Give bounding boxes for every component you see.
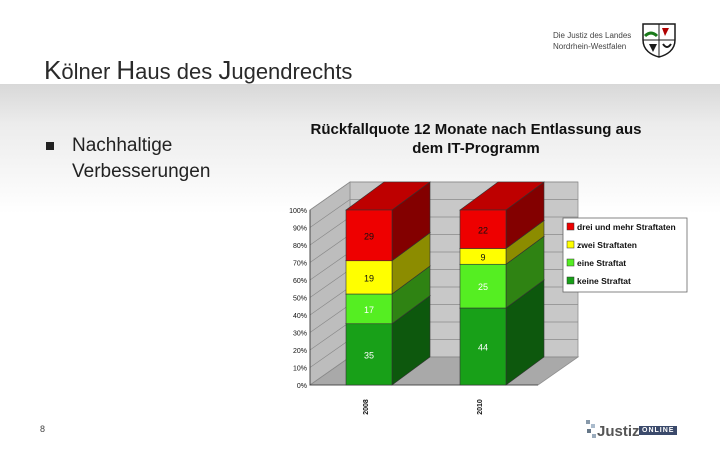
chart-title: Rückfallquote 12 Monate nach Entlassung …	[286, 120, 666, 158]
bar-segment-2010-0	[459, 307, 507, 386]
y-tick-label: 100%	[289, 208, 307, 215]
bar-segment-2008-3	[345, 209, 393, 262]
y-tick-label: 70%	[293, 261, 307, 268]
y-tick-label: 50%	[293, 296, 307, 303]
legend-swatch	[566, 276, 575, 285]
data-label: 25	[478, 282, 488, 292]
chart-title-line-1: Rückfallquote 12 Monate nach Entlassung …	[310, 121, 642, 138]
legend-label: drei und mehr Straftaten	[577, 222, 676, 232]
organization-line-2: Nordrhein-Westfalen	[553, 42, 627, 51]
y-tick-label: 30%	[293, 331, 307, 338]
organization-line-1: Die Justiz des Landes	[553, 31, 632, 40]
legend-label: eine Straftat	[577, 258, 626, 268]
logo-mark-icon	[586, 420, 596, 438]
y-tick-label: 40%	[293, 313, 307, 320]
data-label: 29	[364, 231, 374, 241]
bar-segment-2010-1	[459, 263, 507, 309]
legend-swatch	[566, 240, 575, 249]
bullet-point: Nachhaltige Verbesserungen	[46, 133, 210, 185]
x-tick-label: 2008	[363, 399, 370, 415]
bar-segment-2010-3	[459, 209, 507, 249]
y-tick-label: 60%	[293, 278, 307, 285]
data-label: 44	[478, 343, 488, 353]
bullet-line-2: Verbesserungen	[72, 161, 211, 182]
y-tick-label: 10%	[293, 366, 307, 373]
bar-segment-2008-2	[345, 260, 393, 295]
legend-swatch	[566, 258, 575, 267]
nrw-crest-icon	[642, 23, 676, 58]
legend-label: zwei Straftaten	[577, 240, 637, 250]
x-tick-label: 2010	[477, 399, 484, 415]
justiz-online-logo: Justiz- ONLINE	[585, 414, 685, 444]
organization-name: Die Justiz des Landes Nordrhein-Westfale…	[553, 30, 631, 52]
data-label: 9	[480, 252, 485, 262]
chart-title-line-2: dem IT-Programm	[412, 140, 540, 157]
data-label: 35	[364, 350, 374, 360]
bullet-line-1: Nachhaltige	[72, 135, 173, 156]
legend-label: keine Straftat	[577, 276, 631, 286]
y-tick-label: 0%	[297, 383, 307, 390]
logo-badge: ONLINE	[639, 426, 678, 435]
bullet-marker-icon	[46, 142, 54, 150]
logo-word: Justiz-	[597, 423, 645, 440]
page-title: Kölner Haus des Jugendrechts	[44, 55, 353, 85]
y-tick-label: 80%	[293, 243, 307, 250]
bar-segment-2008-0	[345, 323, 393, 386]
y-tick-label: 90%	[293, 226, 307, 233]
y-tick-label: 20%	[293, 348, 307, 355]
data-label: 17	[364, 305, 374, 315]
legend-swatch	[566, 222, 575, 231]
chart-legend	[562, 217, 688, 293]
data-label: 19	[364, 273, 374, 283]
page-number: 8	[40, 424, 46, 434]
data-label: 22	[478, 225, 488, 235]
